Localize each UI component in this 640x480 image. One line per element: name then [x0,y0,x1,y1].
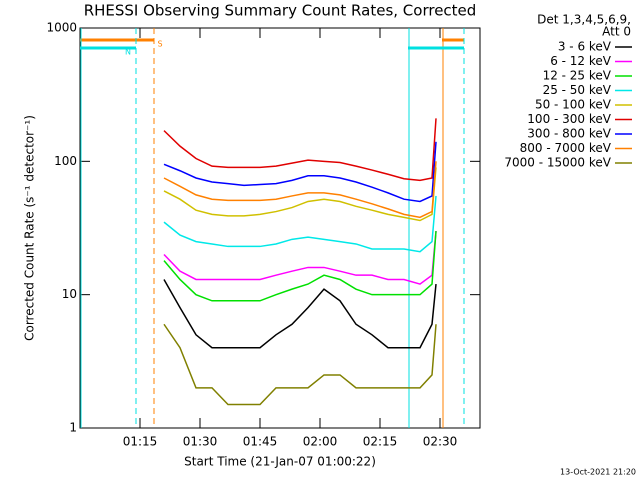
plot-frame [79,27,481,429]
y-tick-label: 1000 [46,21,77,35]
y-tick-label: 100 [54,154,77,168]
legend-label: 12 - 25 keV [543,69,612,83]
legend-label: 100 - 300 keV [527,112,611,126]
chart-title: RHESSI Observing Summary Count Rates, Co… [84,2,477,20]
x-tick-label: 02:15 [363,435,398,449]
legend-title: Det 1,3,4,5,6,9, [537,13,631,27]
y-tick-label: 10 [62,287,77,301]
series-line [163,141,437,203]
series-line [163,161,437,219]
x-tick-label: 02:00 [303,435,338,449]
legend-label: 7000 - 15000 keV [504,156,611,170]
legend-label: 50 - 100 keV [535,98,612,112]
x-tick-label: 02:30 [423,435,458,449]
legend-title: Att 0 [602,25,631,39]
series-line [163,323,437,406]
x-tick-label: 01:15 [123,435,158,449]
series-line [163,118,437,182]
interval-label: S [157,40,162,49]
legend-label: 3 - 6 keV [558,40,612,54]
series-line [163,195,437,253]
x-axis-label: Start Time (21-Jan-07 01:00:22) [184,455,376,469]
x-tick-label: 01:45 [243,435,278,449]
series-line [163,230,437,302]
x-tick-label: 01:30 [183,435,218,449]
y-axis-label: Corrected Count Rate (s⁻¹ detector⁻¹) [23,115,37,341]
interval-label: N [125,48,131,57]
series-line [163,167,437,222]
legend-label: 25 - 50 keV [543,83,612,97]
footer: 13-Oct-2021 21:20 [560,468,636,477]
legend-label: 800 - 7000 keV [520,141,612,155]
legend-label: 6 - 12 keV [550,54,612,68]
legend-label: 300 - 800 keV [527,127,611,141]
series-line [163,279,437,349]
series-line [163,230,437,285]
y-tick-label: 1 [69,421,77,435]
